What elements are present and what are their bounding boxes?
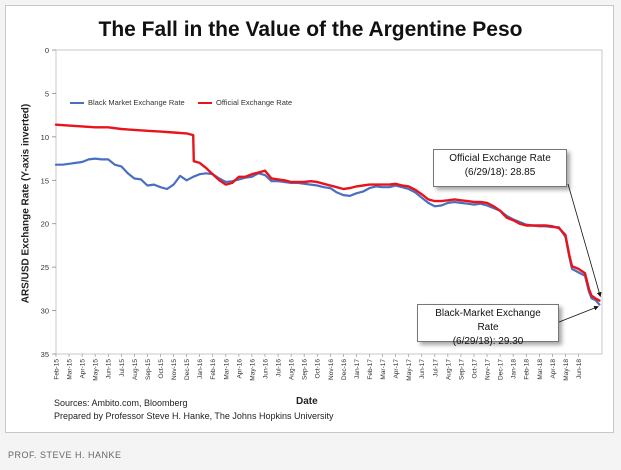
x-tick-label-Dec-15: Dec-15 — [184, 359, 191, 380]
x-tick-label-Jul-17: Jul-17 — [432, 359, 439, 377]
x-tick-label-Apr-16: Apr-16 — [236, 359, 243, 379]
x-tick-label-Aug-15: Aug-15 — [132, 359, 139, 380]
y-tick-label-5: 5 — [45, 89, 49, 98]
legend-label-black-market: Black Market Exchange Rate — [88, 98, 185, 107]
legend-item-black-market: Black Market Exchange Rate — [70, 98, 185, 107]
y-axis-title: ARS/USD Exchange Rate (Y-axis inverted) — [20, 103, 32, 304]
sources-note: Sources: Ambito.com, Bloomberg — [54, 398, 188, 408]
y-tick-label-20: 20 — [41, 220, 49, 229]
legend-label-official: Official Exchange Rate — [216, 98, 293, 107]
x-tick-label-Jul-15: Jul-15 — [119, 359, 126, 377]
x-tick-label-Aug-17: Aug-17 — [445, 359, 452, 380]
x-tick-label-Feb-16: Feb-16 — [210, 359, 217, 380]
chart-title: The Fall in the Value of the Argentine P… — [98, 18, 523, 41]
x-tick-label-Nov-17: Nov-17 — [485, 359, 492, 380]
callout-black-value: (6/29/18): 29.30 — [452, 336, 524, 347]
x-tick-label-Oct-17: Oct-17 — [471, 359, 478, 379]
x-tick-label-Jun-17: Jun-17 — [419, 359, 426, 379]
x-tick-label-Dec-16: Dec-16 — [341, 359, 348, 380]
plot-area-border — [55, 49, 603, 355]
legend-swatch-official — [198, 101, 212, 104]
x-tick-label-Jan-18: Jan-18 — [511, 359, 518, 379]
x-tick-label-Feb-17: Feb-17 — [367, 359, 374, 380]
callout-black-market-rate: Black-Market Exchange Rate (6/29/18): 29… — [417, 304, 559, 347]
chart-frame: 0 5 10 15 20 25 30 35 Feb-15 Mar-15 Apr-15 May-15 Ju… — [5, 5, 614, 433]
callout-black-title: Black-Market Exchange Rate — [435, 308, 541, 333]
y-tick-label-35: 35 — [41, 350, 49, 359]
x-tick-label-Mar-18: Mar-18 — [537, 359, 544, 380]
footer-credit: PROF. STEVE H. HANKE — [8, 450, 122, 460]
y-tick-label-30: 30 — [41, 307, 49, 316]
x-tick-label-Nov-16: Nov-16 — [328, 359, 335, 380]
legend-swatch-black-market — [70, 101, 84, 104]
x-tick-label-Feb-18: Feb-18 — [524, 359, 531, 380]
x-tick-label-May-18: May-18 — [563, 359, 570, 381]
x-tick-label-Apr-15: Apr-15 — [80, 359, 87, 379]
x-tick-label-Oct-15: Oct-15 — [158, 359, 165, 379]
chart-plot: 0 5 10 15 20 25 30 35 Feb-15 Mar-15 Apr-15 May-15 Ju… — [41, 46, 603, 381]
x-tick-label-Dec-17: Dec-17 — [498, 359, 505, 380]
y-tick-label-0: 0 — [45, 46, 49, 55]
callout-official-rate: Official Exchange Rate (6/29/18): 28.85 — [433, 149, 567, 187]
x-tick-label-Mar-15: Mar-15 — [67, 359, 74, 380]
y-tick-label-10: 10 — [41, 133, 49, 142]
callout-arrow-black-market — [553, 305, 599, 325]
x-tick-label-Mar-17: Mar-17 — [380, 359, 387, 380]
x-tick-label-Jun-15: Jun-15 — [106, 359, 113, 379]
x-tick-label-Jun-18: Jun-18 — [576, 359, 583, 379]
callout-arrow-official — [567, 183, 602, 298]
x-tick-label-Apr-17: Apr-17 — [393, 359, 400, 379]
legend-item-official: Official Exchange Rate — [198, 98, 292, 107]
x-tick-label-Mar-16: Mar-16 — [223, 359, 230, 380]
callout-official-title: Official Exchange Rate — [449, 153, 551, 164]
x-tick-label-Sep-17: Sep-17 — [458, 359, 465, 380]
x-tick-label-Jan-17: Jan-17 — [354, 359, 361, 379]
x-tick-label-Apr-18: Apr-18 — [550, 359, 557, 379]
series-line-official — [54, 123, 601, 302]
x-tick-label-Jan-16: Jan-16 — [197, 359, 204, 379]
x-tick-label-May-17: May-17 — [406, 359, 413, 381]
x-tick-label-Sep-15: Sep-15 — [145, 359, 152, 380]
callout-official-value: (6/29/18): 28.85 — [464, 167, 536, 178]
y-tick-label-15: 15 — [41, 176, 49, 185]
prepared-by-note: Prepared by Professor Steve H. Hanke, Th… — [54, 411, 334, 421]
x-tick-label-Nov-15: Nov-15 — [171, 359, 178, 380]
x-tick-label-May-15: May-15 — [93, 359, 100, 381]
x-tick-label-Sep-16: Sep-16 — [302, 359, 309, 380]
x-tick-label-Aug-16: Aug-16 — [289, 359, 296, 380]
x-tick-label-Jul-16: Jul-16 — [276, 359, 283, 377]
x-tick-label-Oct-16: Oct-16 — [315, 359, 322, 379]
y-tick-label-25: 25 — [41, 263, 49, 272]
x-axis-title: Date — [296, 396, 318, 407]
x-tick-label-Jun-16: Jun-16 — [262, 359, 269, 379]
x-tick-label-Feb-15: Feb-15 — [54, 359, 61, 380]
x-tick-label-May-16: May-16 — [249, 359, 256, 381]
